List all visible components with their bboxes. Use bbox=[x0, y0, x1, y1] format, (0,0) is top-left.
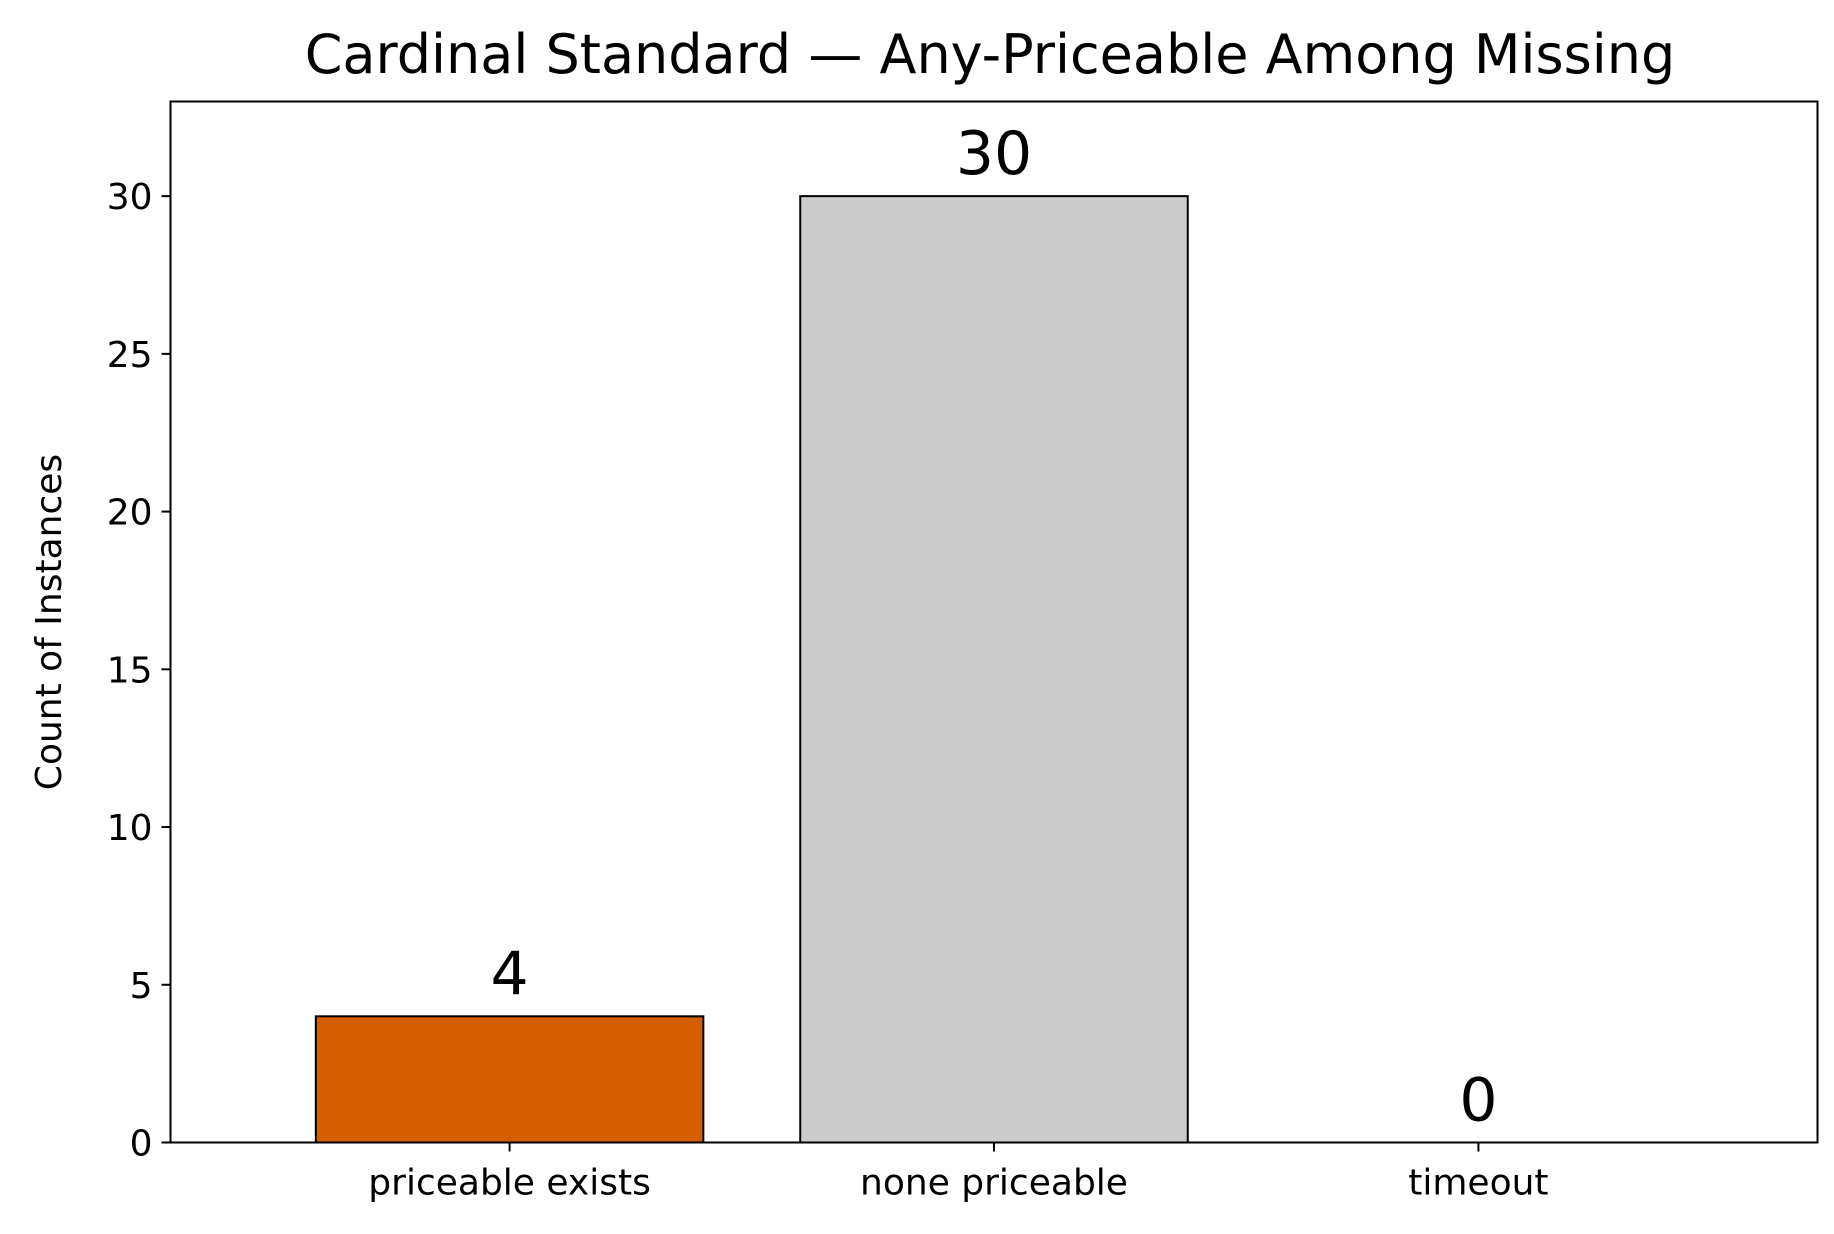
y-tick-label: 10 bbox=[107, 808, 153, 849]
data-label-timeout: 0 bbox=[1459, 1066, 1497, 1136]
data-label-none-priceable: 30 bbox=[956, 119, 1032, 189]
y-tick-label: 5 bbox=[130, 966, 153, 1007]
x-axis-ticks: priceable exists none priceable timeout bbox=[368, 1142, 1549, 1204]
bar-none-priceable bbox=[799, 195, 1189, 1144]
y-tick-label: 0 bbox=[130, 1124, 153, 1165]
data-labels-group: 4 30 0 bbox=[490, 119, 1497, 1135]
y-tick-label: 20 bbox=[107, 493, 153, 534]
x-tick-label: timeout bbox=[1408, 1163, 1548, 1204]
y-tick-label: 15 bbox=[107, 650, 153, 691]
chart-title: Cardinal Standard — Any-Priceable Among … bbox=[305, 23, 1676, 86]
y-axis-ticks: 0 5 10 15 20 25 30 bbox=[107, 177, 171, 1165]
y-tick-label: 25 bbox=[107, 335, 153, 376]
y-axis-label: Count of Instances bbox=[29, 454, 70, 790]
x-tick-label: priceable exists bbox=[368, 1163, 651, 1204]
y-tick-label: 30 bbox=[107, 177, 153, 218]
x-tick-label: none priceable bbox=[860, 1163, 1128, 1204]
bar-priceable-exists bbox=[314, 1015, 705, 1144]
data-label-priceable-exists: 4 bbox=[490, 939, 528, 1009]
bars-group bbox=[314, 195, 1189, 1144]
